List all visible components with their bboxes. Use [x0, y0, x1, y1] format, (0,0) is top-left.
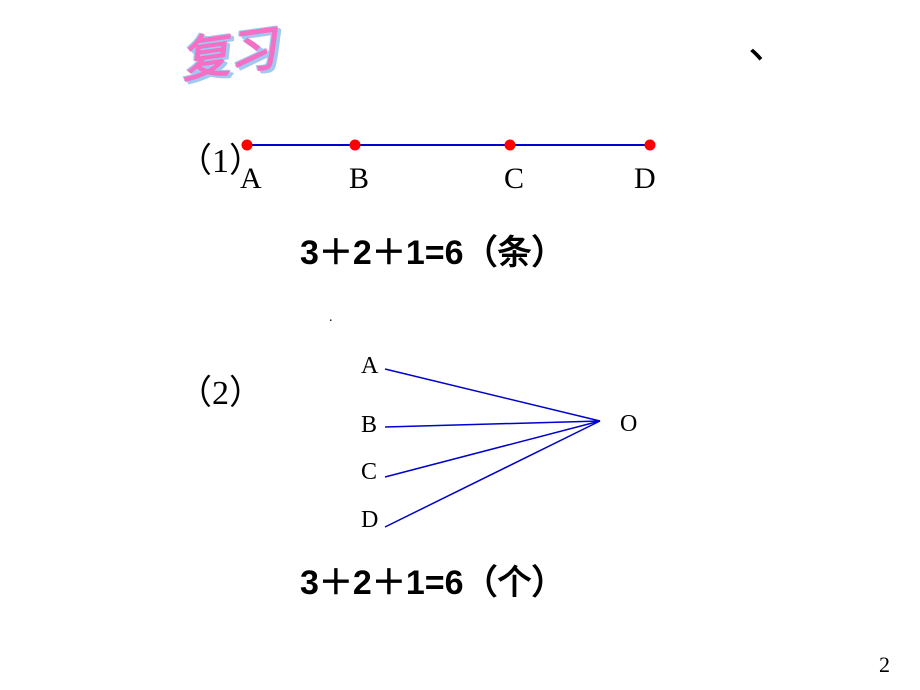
- decorative-mark: 、: [748, 10, 790, 71]
- svg-text:D: D: [361, 507, 378, 533]
- svg-text:C: C: [361, 459, 377, 485]
- problem-1-equation: 3＋2＋1=6（条）: [300, 225, 566, 274]
- svg-text:B: B: [349, 162, 369, 195]
- problem-2-equation: 3＋2＋1=6（个）: [300, 555, 566, 604]
- review-heading: 复习: [176, 9, 281, 92]
- svg-text:O: O: [620, 411, 637, 437]
- problem-1-number: （1）: [178, 133, 263, 182]
- problem-2-number: （2）: [178, 365, 263, 414]
- page-number: 2: [879, 652, 890, 678]
- svg-text:A: A: [361, 353, 379, 379]
- svg-text:B: B: [361, 412, 377, 438]
- center-dot: .: [329, 310, 333, 326]
- svg-text:C: C: [504, 162, 524, 195]
- svg-text:D: D: [634, 162, 656, 195]
